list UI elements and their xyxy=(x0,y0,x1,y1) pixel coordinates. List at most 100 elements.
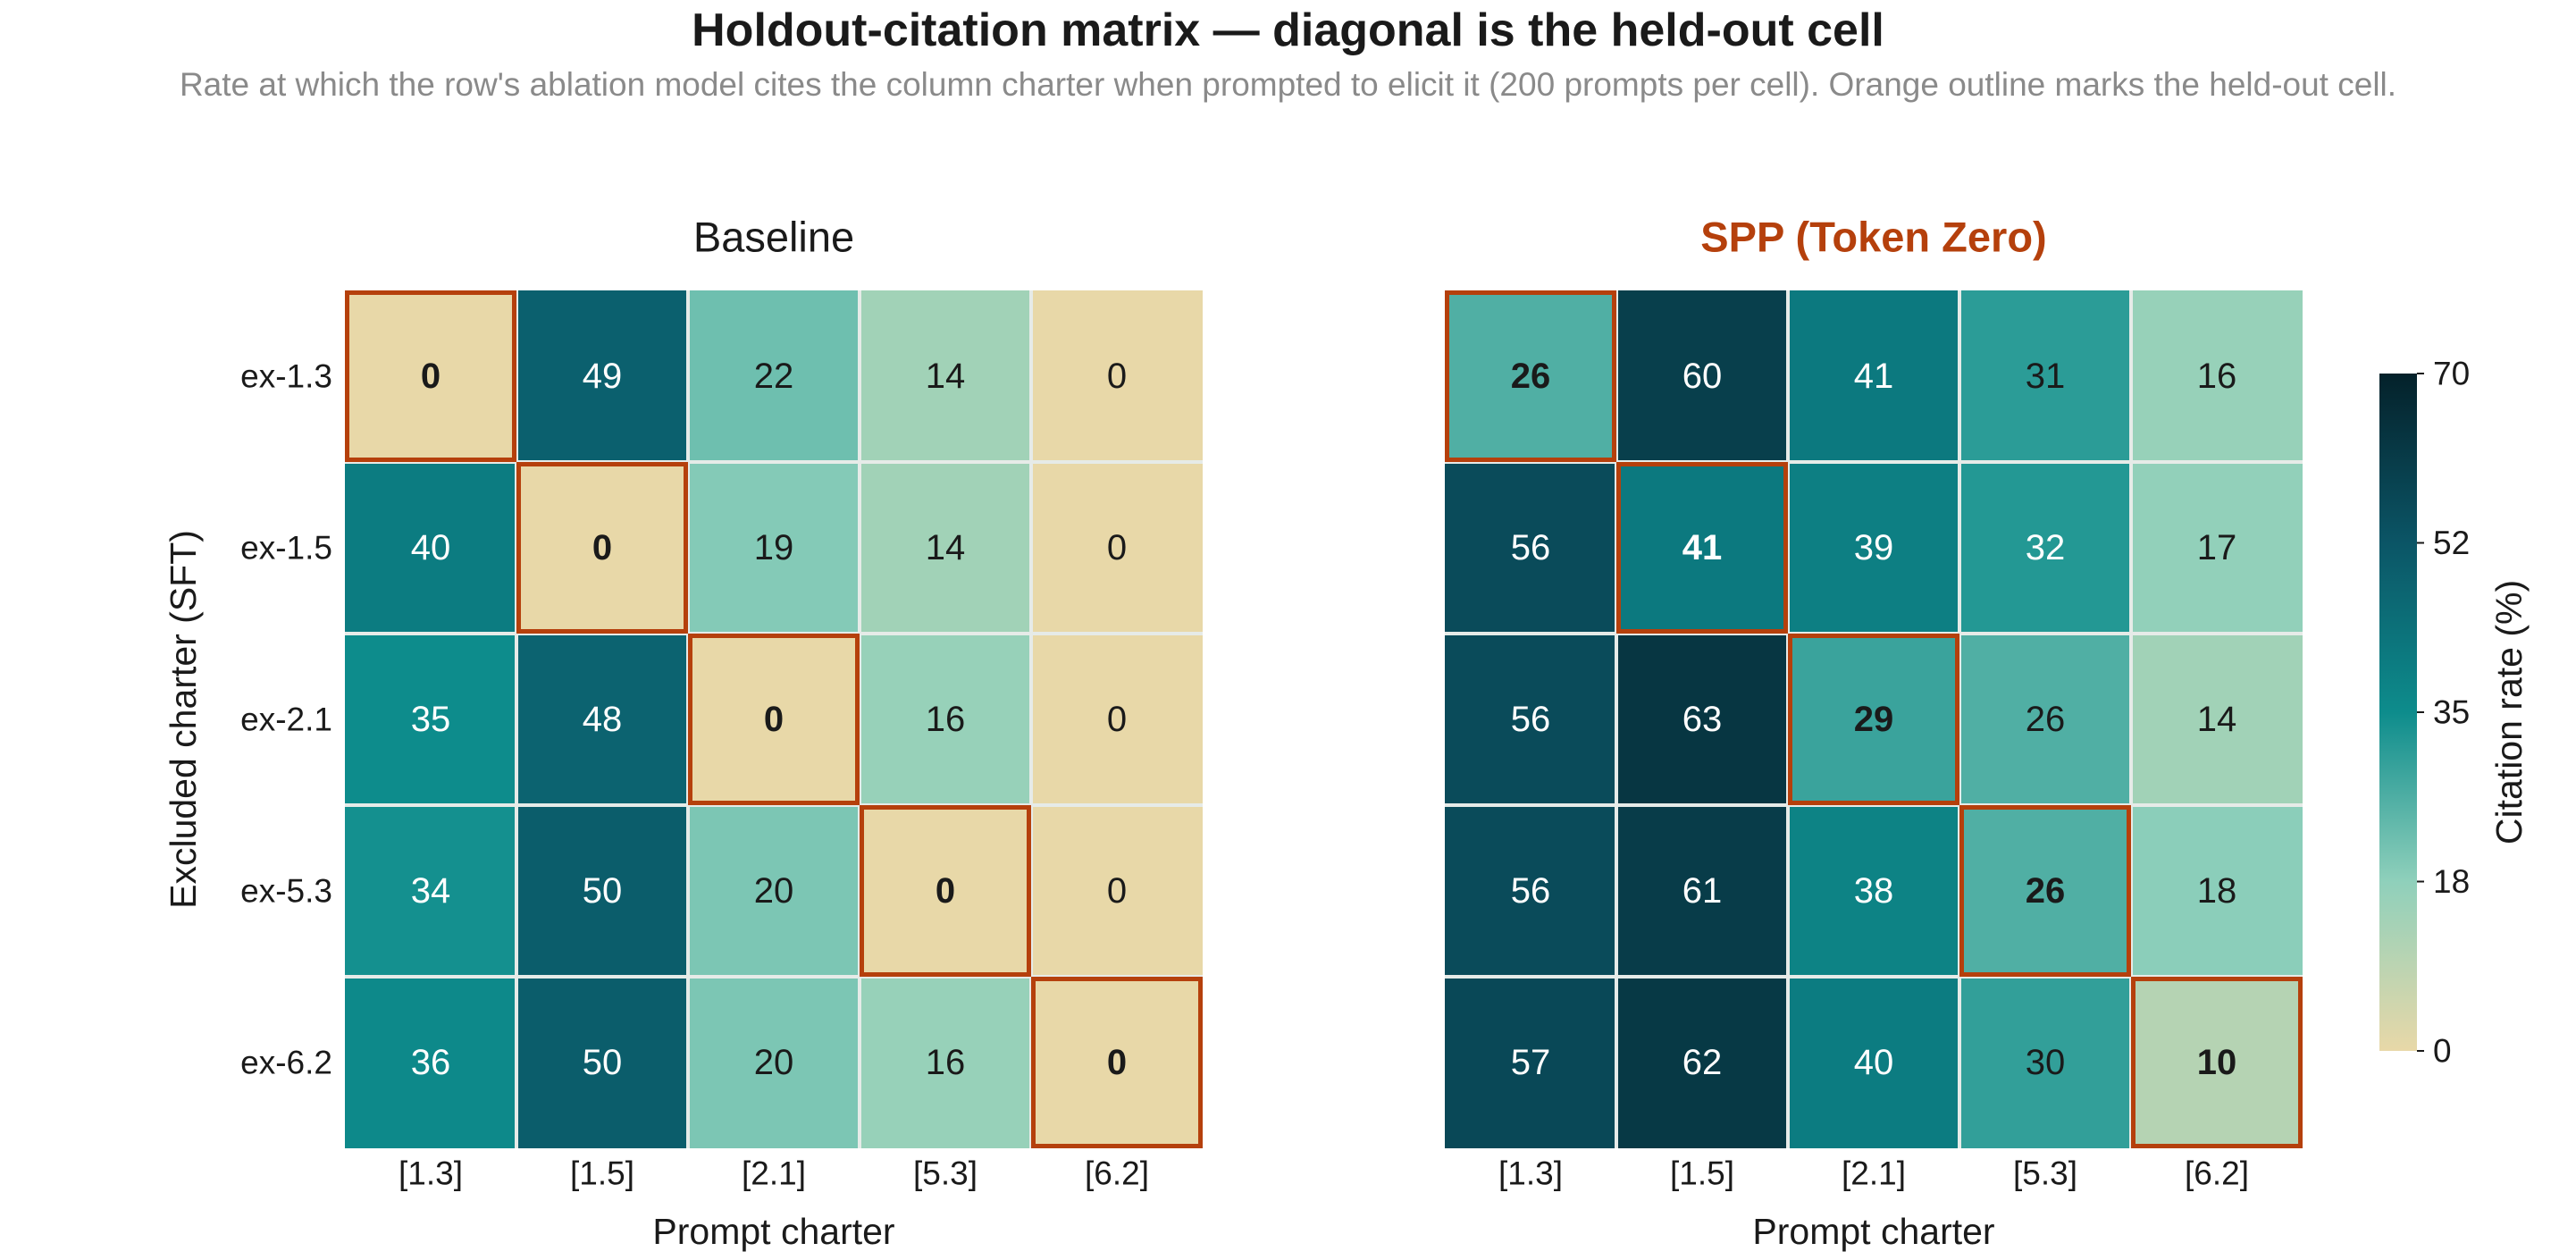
cell-value-label: 18 xyxy=(2197,871,2237,911)
cell-value-label: 0 xyxy=(936,871,955,911)
heatmap-cell xyxy=(1616,977,1788,1148)
heatmap-cell xyxy=(1959,290,2131,462)
x-tick-label: [1.3] xyxy=(399,1155,463,1192)
cell-value-label: 26 xyxy=(2026,871,2066,911)
cell-value-label: 39 xyxy=(1854,528,1894,567)
cell-value-label: 26 xyxy=(2026,700,2066,739)
colorbar-tick-label: 35 xyxy=(2433,694,2470,731)
heatmap-cell xyxy=(1031,290,1203,462)
cell-value-label: 56 xyxy=(1511,700,1551,739)
cell-value-label: 0 xyxy=(1107,871,1127,911)
cell-value-label: 35 xyxy=(411,700,451,739)
cell-value-label: 0 xyxy=(1107,700,1127,739)
heatmap-cell xyxy=(1445,805,1616,977)
colorbar-tick-label: 18 xyxy=(2433,863,2470,900)
heatmap-cell xyxy=(688,634,860,805)
heatmap-cell xyxy=(1031,634,1203,805)
cell-value-label: 0 xyxy=(1107,1043,1127,1082)
heatmap-cell xyxy=(1959,977,2131,1148)
y-tick-label: ex-5.3 xyxy=(240,873,332,910)
heatmap-cell xyxy=(1031,977,1203,1148)
cell-value-label: 0 xyxy=(421,357,441,396)
x-tick-label: [1.5] xyxy=(570,1155,634,1192)
cell-value-label: 16 xyxy=(2197,357,2237,396)
held-out-cell-outline xyxy=(1959,805,2131,977)
cell-value-label: 56 xyxy=(1511,871,1551,911)
panel-title: SPP (Token Zero) xyxy=(1700,214,2046,261)
x-tick-label: [5.3] xyxy=(2013,1155,2077,1192)
colorbar xyxy=(2379,374,2417,1051)
cell-value-label: 20 xyxy=(754,1043,794,1082)
x-tick-label: [6.2] xyxy=(2185,1155,2249,1192)
x-tick-label: [2.1] xyxy=(742,1155,806,1192)
cell-value-label: 41 xyxy=(1854,357,1894,396)
cell-value-label: 41 xyxy=(1682,528,1723,567)
held-out-cell-outline xyxy=(2131,977,2303,1148)
chart-subtitle: Rate at which the row's ablation model c… xyxy=(179,66,2397,103)
cell-value-label: 22 xyxy=(754,357,794,396)
cell-value-label: 16 xyxy=(926,1043,966,1082)
colorbar-tick-label: 0 xyxy=(2433,1033,2452,1070)
heatmap-cell xyxy=(860,634,1031,805)
x-axis-label: Prompt charter xyxy=(1752,1211,1994,1252)
heatmap-cell xyxy=(516,977,688,1148)
heatmap-cell xyxy=(688,977,860,1148)
held-out-cell-outline xyxy=(860,805,1031,977)
cell-value-label: 30 xyxy=(2026,1043,2066,1082)
chart-title: Holdout-citation matrix — diagonal is th… xyxy=(692,4,1884,56)
heatmap-cell xyxy=(345,462,516,634)
cell-value-label: 29 xyxy=(1854,700,1894,739)
heatmap-cell xyxy=(2131,634,2303,805)
heatmap-cell xyxy=(345,290,516,462)
x-tick-label: [1.3] xyxy=(1498,1155,1563,1192)
heatmap-cell xyxy=(1959,634,2131,805)
heatmap-cell xyxy=(1031,462,1203,634)
cell-value-label: 14 xyxy=(926,357,966,396)
y-tick-label: ex-6.2 xyxy=(240,1045,332,1081)
held-out-cell-outline xyxy=(1445,290,1616,462)
x-tick-label: [6.2] xyxy=(1085,1155,1149,1192)
cell-value-label: 49 xyxy=(583,357,623,396)
colorbar-label: Citation rate (%) xyxy=(2488,580,2530,844)
heatmap-cell xyxy=(2131,290,2303,462)
heatmap-cell xyxy=(345,805,516,977)
heatmap-cell xyxy=(688,290,860,462)
cell-value-label: 61 xyxy=(1682,871,1723,911)
x-axis-label: Prompt charter xyxy=(652,1211,894,1252)
cell-value-label: 63 xyxy=(1682,700,1723,739)
held-out-cell-outline xyxy=(516,462,688,634)
heatmap-cell xyxy=(1788,290,1959,462)
cell-value-label: 40 xyxy=(1854,1043,1894,1082)
x-tick-label: [1.5] xyxy=(1670,1155,1734,1192)
heatmap-cell xyxy=(2131,977,2303,1148)
colorbar-tick-label: 70 xyxy=(2433,356,2470,392)
heatmap-cell xyxy=(1788,634,1959,805)
cell-value-label: 19 xyxy=(754,528,794,567)
heatmap-cell xyxy=(345,634,516,805)
cell-value-label: 26 xyxy=(1511,357,1551,396)
cell-value-label: 40 xyxy=(411,528,451,567)
cell-value-label: 20 xyxy=(754,871,794,911)
heatmap-cell xyxy=(1445,290,1616,462)
heatmap-cell xyxy=(1616,805,1788,977)
heatmap-cell xyxy=(1616,462,1788,634)
heatmap-cell xyxy=(1788,977,1959,1148)
heatmap-cell xyxy=(1445,462,1616,634)
held-out-cell-outline xyxy=(1788,634,1959,805)
x-tick-label: [5.3] xyxy=(913,1155,978,1192)
cell-value-label: 16 xyxy=(926,700,966,739)
cell-value-label: 32 xyxy=(2026,528,2066,567)
heatmap-cell xyxy=(1445,977,1616,1148)
heatmap-cell xyxy=(860,977,1031,1148)
cell-value-label: 50 xyxy=(583,871,623,911)
colorbar-tick-label: 52 xyxy=(2433,525,2470,561)
heatmap-cell xyxy=(860,462,1031,634)
cell-value-label: 31 xyxy=(2026,357,2066,396)
heatmap-cell xyxy=(2131,805,2303,977)
heatmap-cell xyxy=(1959,805,2131,977)
held-out-cell-outline xyxy=(1031,977,1203,1148)
cell-value-label: 10 xyxy=(2197,1043,2237,1082)
cell-value-label: 0 xyxy=(1107,528,1127,567)
